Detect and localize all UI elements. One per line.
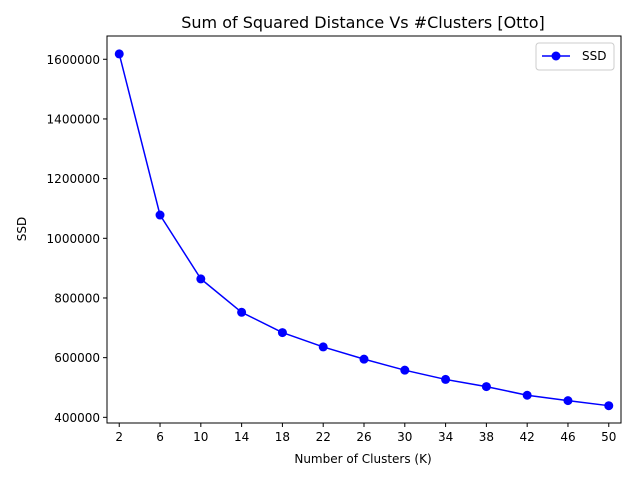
data-point — [400, 365, 410, 375]
x-tick-label: 50 — [601, 430, 616, 444]
legend-box — [535, 42, 615, 71]
chart-title: Sum of Squared Distance Vs #Clusters [Ot… — [181, 13, 545, 32]
data-point — [481, 382, 491, 392]
x-tick-label: 46 — [560, 430, 575, 444]
plot-frame — [106, 35, 622, 424]
y-tick-label: 600000 — [54, 351, 100, 365]
y-tick-label: 400000 — [54, 411, 100, 425]
data-point — [277, 328, 287, 338]
data-point — [604, 401, 614, 411]
plot-area: 2 6 10 14 18 22 26 30 34 38 42 46 50 400000600000800… — [47, 35, 622, 444]
y-axis-label: SSD — [15, 217, 29, 241]
y-axis-ticks: 400000 600000 800000 1000000 1200000 1400000 1… — [47, 53, 107, 425]
x-tick-label: 14 — [234, 430, 249, 444]
legend: SSD — [535, 42, 615, 71]
data-point — [237, 307, 247, 317]
data-point — [196, 274, 206, 284]
data-point — [563, 396, 573, 406]
x-tick-label: 30 — [397, 430, 412, 444]
series-layer — [114, 49, 614, 411]
x-tick-label: 38 — [479, 430, 494, 444]
x-axis-label: Number of Clusters (K) — [294, 452, 431, 466]
y-tick-label: 800000 — [54, 291, 100, 305]
data-point — [522, 390, 532, 400]
y-tick-label: 1000000 — [47, 232, 100, 246]
data-point — [359, 354, 369, 364]
x-tick-label: 10 — [193, 430, 208, 444]
x-axis-ticks: 2 6 10 14 18 22 26 30 34 38 42 46 50 — [115, 423, 616, 444]
y-tick-label: 1600000 — [47, 53, 100, 67]
x-tick-label: 22 — [316, 430, 331, 444]
y-tick-label: 1200000 — [47, 172, 100, 186]
x-tick-label: 6 — [156, 430, 164, 444]
x-tick-label: 18 — [275, 430, 290, 444]
x-tick-label: 26 — [356, 430, 371, 444]
x-tick-label: 42 — [520, 430, 535, 444]
data-point — [441, 374, 451, 384]
y-tick-label: 1400000 — [47, 112, 100, 126]
data-point — [318, 342, 328, 352]
legend-marker-icon — [551, 51, 561, 61]
data-point — [114, 49, 124, 59]
data-point — [155, 210, 165, 220]
legend-label-ssd: SSD — [582, 49, 606, 63]
x-tick-label: 2 — [115, 430, 123, 444]
x-tick-label: 34 — [438, 430, 453, 444]
